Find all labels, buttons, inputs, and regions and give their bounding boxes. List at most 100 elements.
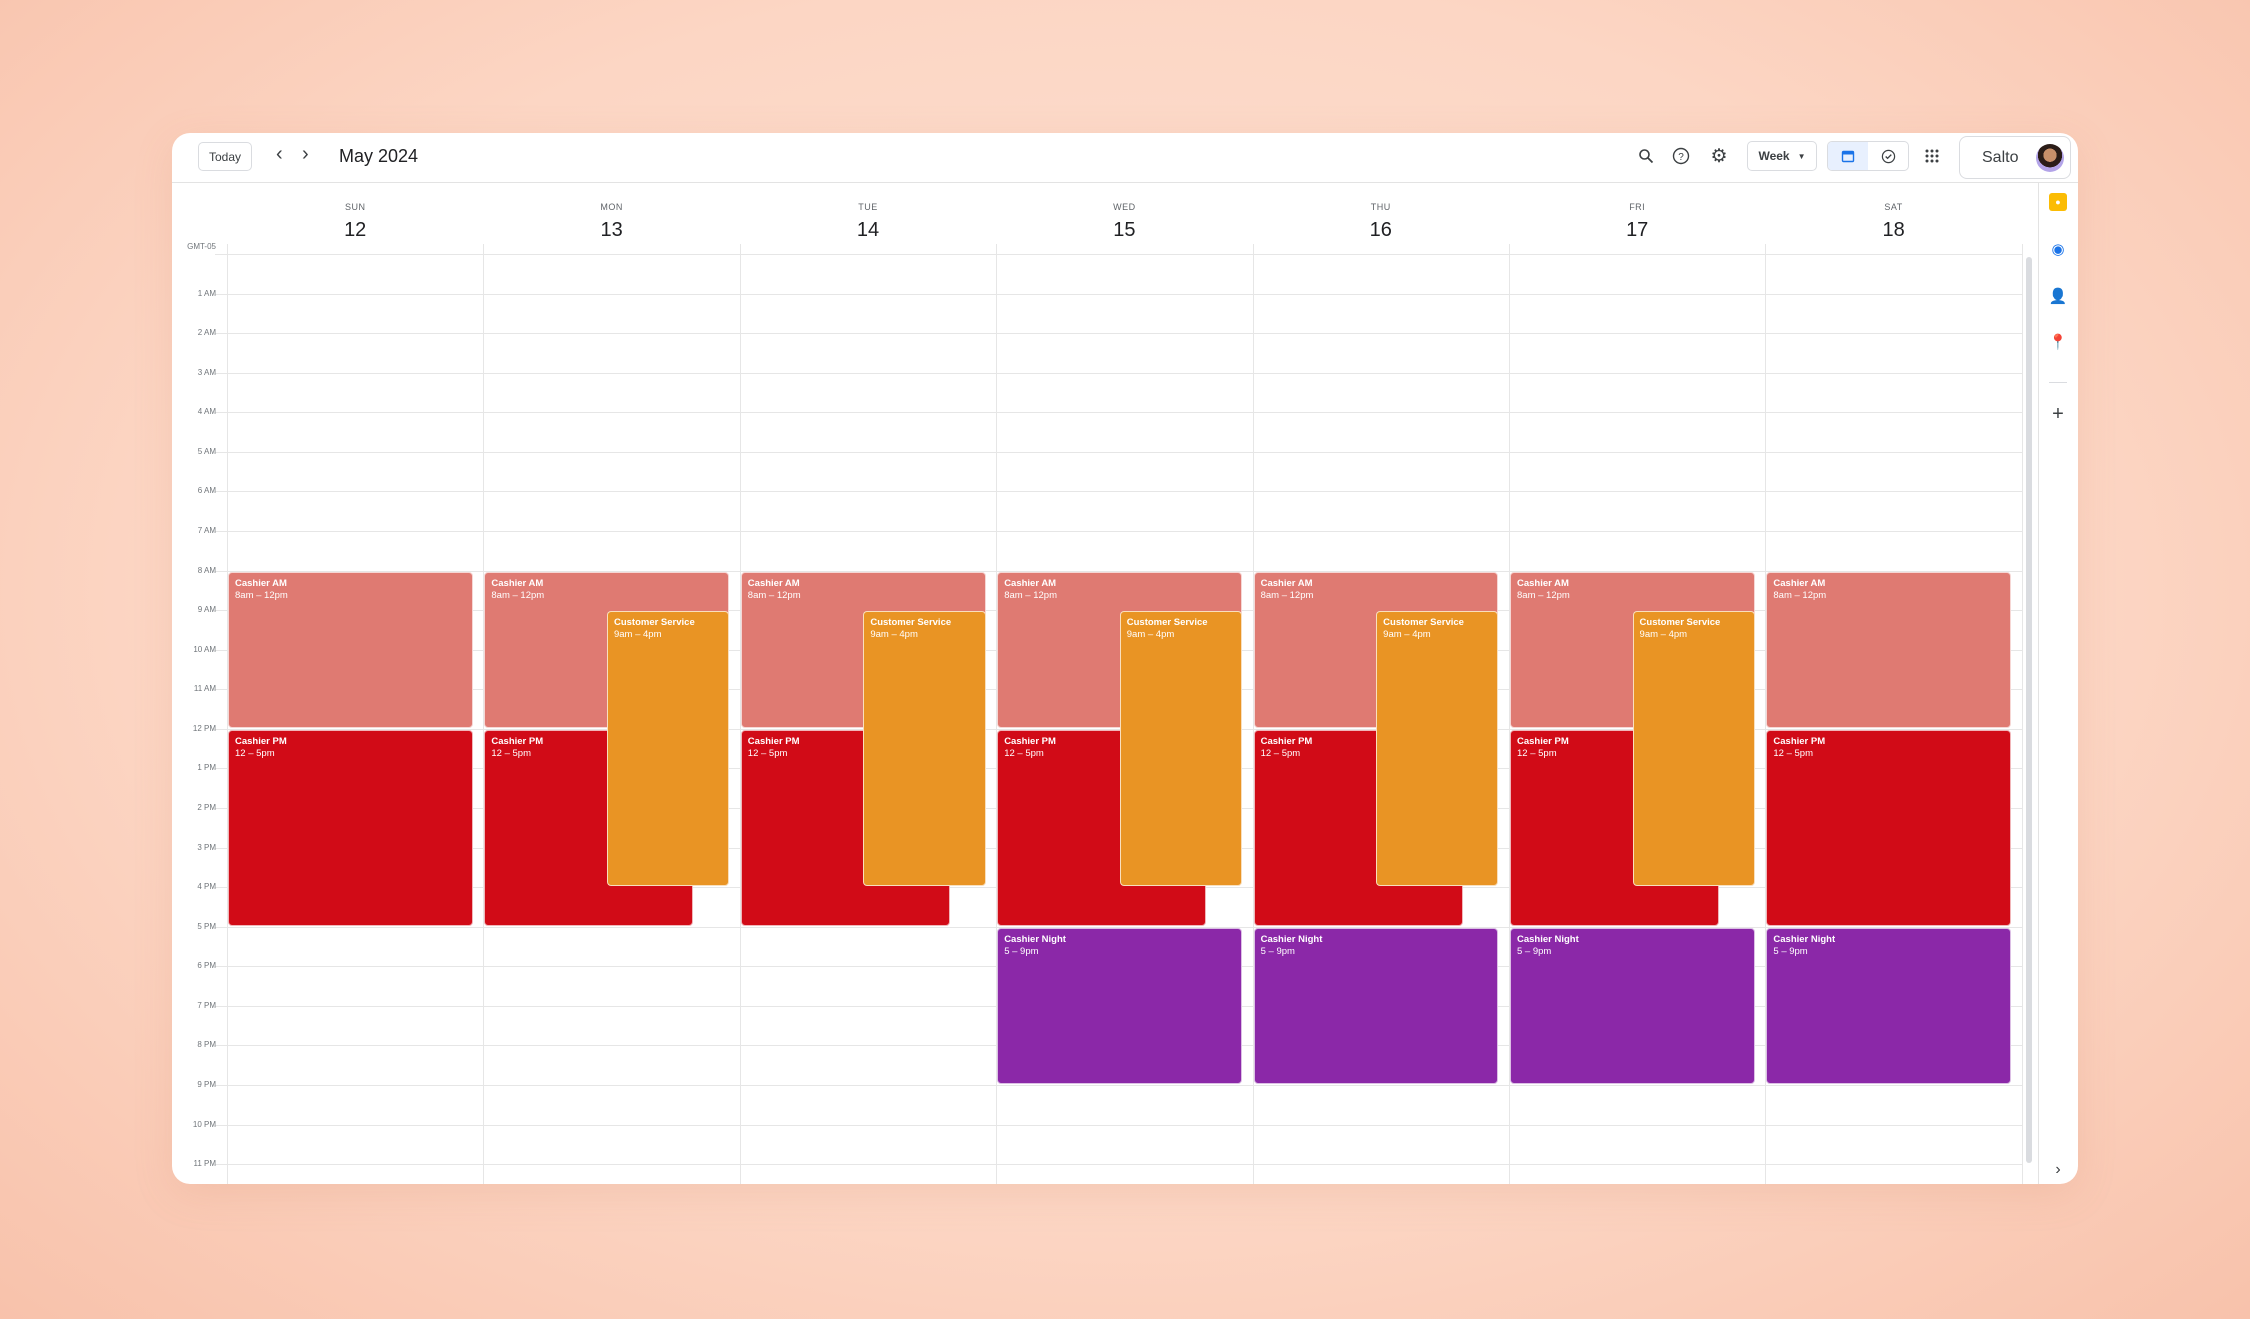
hour-label: 12 PM [192,723,216,733]
hour-label: 10 AM [193,644,216,654]
day-date: 16 [1369,219,1392,241]
chevron-left-icon[interactable]: ‹ [276,143,283,165]
hour-line [215,1124,2022,1126]
day-date: 17 [1626,219,1649,241]
tasks-check-icon[interactable] [1868,142,1908,170]
view-label: Week [1758,149,1790,163]
hour-line [215,333,2022,335]
timezone-label: GMT-05 [187,242,216,251]
scrollbar[interactable] [2026,257,2032,1163]
event-time: 9am – 4pm [870,629,918,641]
day-header[interactable]: THU 16 [1253,183,1509,255]
today-button[interactable]: Today [198,142,252,171]
day-header[interactable]: WED 15 [996,183,1252,255]
day-header[interactable]: MON 13 [483,183,739,255]
event-time: 9am – 4pm [1383,629,1431,641]
add-icon[interactable]: + [2052,402,2064,425]
event-title: Cashier AM [747,577,800,589]
day-divider [996,244,998,1184]
hour-label: 9 PM [197,1079,216,1089]
chevron-right-icon[interactable]: › [2055,1161,2061,1178]
hour-label: 2 AM [197,328,216,338]
apps-grid-icon[interactable] [1919,143,1945,169]
day-date: 14 [856,219,880,241]
day-header[interactable]: SAT 18 [1765,183,2021,255]
calendar-icon[interactable] [1828,142,1868,170]
event-title: Customer Service [1126,617,1208,629]
hour-label: 10 PM [192,1119,216,1129]
day-header[interactable]: FRI 17 [1509,183,1765,255]
hour-label: 11 PM [193,1159,216,1169]
contacts-icon[interactable]: 👤 [2048,288,2068,305]
event-cashier-night[interactable]: Cashier Night 5 – 9pm [1510,927,1755,1084]
day-date: 12 [344,219,367,241]
settings-gear-icon[interactable]: ⚙ [1710,145,1728,167]
event-customer-service[interactable]: Customer Service 9am – 4pm [863,611,986,887]
event-customer-service[interactable]: Customer Service 9am – 4pm [1632,611,1755,887]
event-time: 12 – 5pm [491,747,532,759]
day-name: WED [1113,202,1136,212]
event-title: Customer Service [1383,617,1464,629]
event-time: 5 – 9pm [1004,945,1039,957]
hour-label: 7 AM [197,525,216,535]
event-title: Cashier PM [235,735,287,747]
hour-label: 5 PM [197,921,216,931]
event-title: Cashier AM [1773,577,1826,589]
event-cashier-night[interactable]: Cashier Night 5 – 9pm [997,927,1243,1084]
hour-line [215,451,2022,453]
event-cashier-night[interactable]: Cashier Night 5 – 9pm [1253,927,1499,1084]
hour-label: 1 AM [197,288,216,298]
keep-icon[interactable]: ● [2049,193,2067,211]
chevron-right-icon[interactable]: › [302,143,309,165]
hour-label: 11 AM [193,684,216,694]
day-header[interactable]: TUE 14 [740,183,996,255]
event-title: Cashier Night [1004,933,1066,945]
event-title: Cashier PM [1517,735,1569,747]
event-title: Cashier AM [1260,577,1313,589]
view-select[interactable]: Week ▼ [1747,141,1817,171]
event-title: Customer Service [613,617,695,629]
day-divider [1765,244,1767,1184]
event-title: Cashier Night [1773,933,1836,945]
event-cashier-pm[interactable]: Cashier PM 12 – 5pm [1766,729,2012,926]
event-title: Cashier PM [1004,735,1056,747]
event-cashier-pm[interactable]: Cashier PM 12 – 5pm [228,729,473,926]
day-date: 13 [600,219,623,241]
event-cashier-am[interactable]: Cashier AM 8am – 12pm [228,571,473,728]
event-customer-service[interactable]: Customer Service 9am – 4pm [606,611,730,887]
event-title: Cashier AM [235,577,287,589]
hour-line [215,372,2022,374]
event-title: Cashier PM [1773,735,1826,747]
day-name: TUE [858,202,878,212]
event-customer-service[interactable]: Customer Service 9am – 4pm [1376,611,1499,887]
search-icon[interactable] [1633,143,1659,169]
day-name: SUN [344,202,366,212]
event-time: 9am – 4pm [1639,629,1688,641]
top-bar: Today ‹ › May 2024 ? ⚙ Week ▼ Salto [172,133,2078,183]
event-title: Cashier PM [491,735,544,747]
event-time: 12 – 5pm [747,747,788,759]
day-header[interactable]: SUN 12 [227,183,483,255]
tasks-icon[interactable]: ◉ [2051,241,2065,258]
day-date: 15 [1113,219,1136,241]
help-icon[interactable]: ? [1668,143,1694,169]
event-title: Cashier Night [1260,933,1323,945]
view-toggle[interactable] [1827,141,1909,171]
event-time: 5 – 9pm [1773,945,1808,957]
event-time: 12 – 5pm [1517,747,1557,759]
event-customer-service[interactable]: Customer Service 9am – 4pm [1119,611,1243,887]
hour-label: 4 AM [197,407,216,417]
event-cashier-night[interactable]: Cashier Night 5 – 9pm [1766,927,2012,1084]
day-divider [227,244,228,1184]
hour-label: 4 PM [197,882,216,892]
event-title: Cashier AM [1517,577,1569,589]
event-time: 8am – 12pm [1517,589,1570,601]
hour-line [215,254,2022,255]
event-time: 12 – 5pm [1004,747,1044,759]
event-time: 8am – 12pm [1260,589,1314,601]
hour-line [215,491,2022,493]
account-button[interactable]: Salto [1959,136,2071,179]
page-title: May 2024 [339,146,419,166]
maps-icon[interactable]: 📍 [2048,334,2068,351]
event-cashier-am[interactable]: Cashier AM 8am – 12pm [1766,571,2012,728]
